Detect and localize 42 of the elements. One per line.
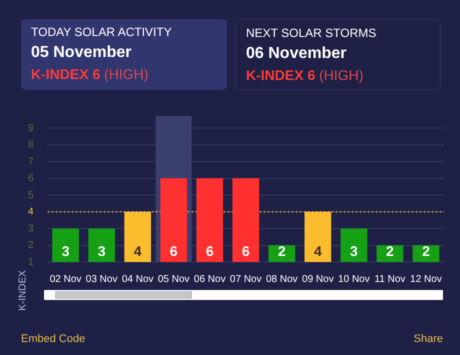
x-tick-label: 04 Nov bbox=[122, 274, 154, 285]
y-tick-label: 2 bbox=[28, 240, 34, 251]
x-tick-label: 07 Nov bbox=[230, 274, 262, 285]
text: (HIGH) bbox=[104, 66, 148, 82]
text: 06 November bbox=[246, 45, 348, 63]
x-tick-label: 10 Nov bbox=[338, 274, 370, 285]
y-tick-label: 9 bbox=[28, 122, 34, 134]
text: K-INDEX 6 bbox=[31, 66, 100, 82]
x-tick-label: 06 Nov bbox=[194, 274, 226, 285]
text: TODAY SOLAR ACTIVITY bbox=[31, 25, 173, 39]
data-label: 3 bbox=[350, 242, 358, 259]
data-label: 2 bbox=[278, 242, 286, 259]
y-tick-label: 6 bbox=[28, 173, 34, 184]
data-label: 2 bbox=[422, 242, 430, 259]
x-tick-label: 03 Nov bbox=[86, 274, 118, 285]
data-label: 3 bbox=[98, 242, 106, 259]
y-tick-label: 7 bbox=[28, 156, 34, 168]
data-label: 2 bbox=[386, 242, 394, 259]
x-tick-label: 11 Nov bbox=[374, 274, 406, 285]
data-label: 3 bbox=[62, 242, 70, 259]
y-tick-label: 5 bbox=[28, 190, 34, 201]
x-tick-label: 08 Nov bbox=[266, 274, 298, 285]
text: Embed Code bbox=[21, 333, 86, 345]
y-axis-title: K-INDEX bbox=[18, 269, 28, 313]
x-tick-label: 12 Nov bbox=[410, 274, 442, 285]
text: Share bbox=[414, 333, 443, 345]
y-tick-label: 3 bbox=[28, 223, 34, 234]
y-tick-label: 8 bbox=[28, 140, 34, 150]
text: (HIGH) bbox=[319, 67, 364, 83]
y-tick-label: 4 bbox=[28, 206, 34, 218]
text: 05 November bbox=[31, 44, 132, 62]
y-tick-label: 1 bbox=[28, 256, 34, 268]
x-tick-label: 02 Nov bbox=[50, 274, 82, 285]
data-label: 6 bbox=[206, 242, 214, 259]
data-label: 6 bbox=[170, 242, 178, 259]
data-label: 4 bbox=[134, 242, 142, 259]
x-tick-label: 09 Nov bbox=[302, 274, 334, 285]
data-label: 4 bbox=[314, 242, 322, 259]
data-label: 6 bbox=[242, 242, 250, 259]
x-tick-label: 05 Nov bbox=[158, 274, 190, 285]
text: NEXT SOLAR STORMS bbox=[246, 26, 378, 40]
text: K-INDEX 6 bbox=[246, 67, 316, 83]
